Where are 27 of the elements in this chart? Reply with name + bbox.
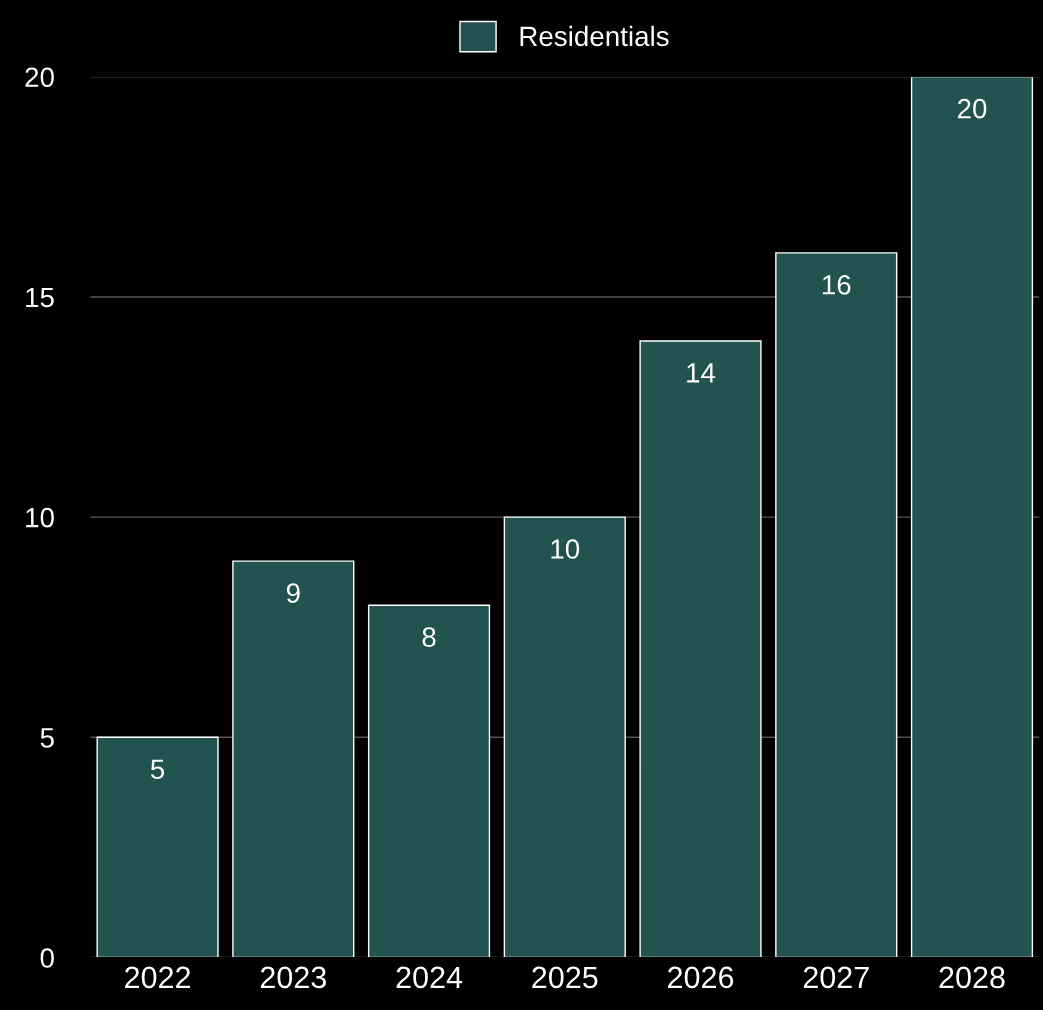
x-tick-label: 2028 [939,966,1005,989]
data-label: 5 [150,759,165,780]
x-tick-label: 2026 [668,966,734,989]
y-tick-label: 20 [25,67,54,88]
x-tick-label: 2023 [260,966,326,989]
data-label: 9 [286,583,300,603]
data-label: 14 [687,363,716,383]
y-tick-label: 0 [40,948,54,968]
data-label: 8 [422,627,436,647]
bar [775,252,898,958]
legend-label: Residentials [520,25,669,47]
bar [96,736,219,958]
y-tick-label: 10 [26,507,54,528]
bar [367,604,491,958]
data-label: 16 [822,274,851,295]
y-tick-label: 5 [40,728,54,748]
bar [639,340,762,958]
data-label: 10 [551,539,580,559]
data-label: 20 [957,98,987,119]
x-tick-label: 2022 [125,966,191,989]
x-tick-label: 2024 [396,966,463,989]
y-tick-label: 15 [26,287,54,308]
x-tick-label: 2027 [803,966,869,989]
x-tick-label: 2025 [532,966,598,989]
bar [232,560,355,958]
bar [910,76,1034,958]
bar [503,516,626,958]
